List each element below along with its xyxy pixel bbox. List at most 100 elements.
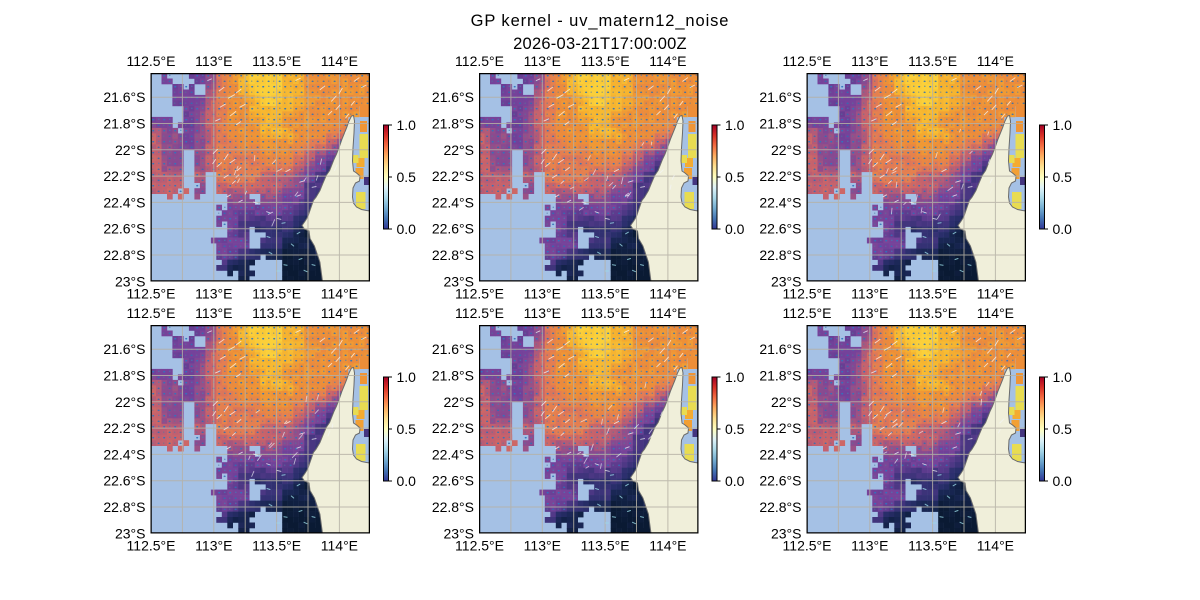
svg-text:112.5°E: 112.5°E [127, 53, 176, 69]
svg-text:21.6°S: 21.6°S [432, 341, 474, 357]
svg-text:22.6°S: 22.6°S [432, 221, 474, 237]
svg-text:114°E: 114°E [321, 538, 358, 554]
svg-text:22.8°S: 22.8°S [759, 499, 801, 515]
svg-text:113°E: 113°E [851, 305, 888, 321]
svg-text:22.2°S: 22.2°S [103, 168, 145, 184]
svg-text:22°S: 22°S [443, 394, 474, 410]
svg-text:113°E: 113°E [524, 53, 561, 69]
svg-text:22°S: 22°S [771, 394, 802, 410]
svg-text:113.5°E: 113.5°E [581, 53, 630, 69]
svg-text:22.8°S: 22.8°S [432, 247, 474, 263]
svg-text:22°S: 22°S [115, 394, 146, 410]
svg-text:113.5°E: 113.5°E [581, 286, 630, 302]
svg-text:22.8°S: 22.8°S [759, 247, 801, 263]
svg-text:22°S: 22°S [443, 142, 474, 158]
svg-text:113°E: 113°E [524, 286, 561, 302]
svg-text:113.5°E: 113.5°E [908, 305, 957, 321]
svg-text:112.5°E: 112.5°E [783, 286, 832, 302]
svg-text:1.0: 1.0 [725, 369, 745, 385]
svg-text:21.8°S: 21.8°S [432, 116, 474, 132]
svg-text:113.5°E: 113.5°E [581, 538, 630, 554]
svg-text:23°S: 23°S [443, 273, 474, 289]
svg-text:23°S: 23°S [771, 273, 802, 289]
svg-text:1.0: 1.0 [1053, 117, 1073, 133]
svg-text:21.8°S: 21.8°S [103, 116, 145, 132]
svg-text:22°S: 22°S [771, 142, 802, 158]
svg-text:113°E: 113°E [195, 286, 232, 302]
svg-text:0.0: 0.0 [1053, 473, 1073, 489]
svg-text:21.8°S: 21.8°S [103, 368, 145, 384]
svg-text:22.6°S: 22.6°S [759, 221, 801, 237]
svg-text:114°E: 114°E [649, 286, 686, 302]
svg-text:22.8°S: 22.8°S [103, 499, 145, 515]
svg-text:0.0: 0.0 [1053, 221, 1073, 237]
svg-text:113.5°E: 113.5°E [252, 538, 301, 554]
svg-text:GP kernel - uv_matern12_noise: GP kernel - uv_matern12_noise [471, 12, 730, 30]
svg-text:113.5°E: 113.5°E [581, 305, 630, 321]
svg-text:114°E: 114°E [649, 53, 686, 69]
svg-text:114°E: 114°E [321, 305, 358, 321]
svg-text:22.4°S: 22.4°S [432, 194, 474, 210]
svg-text:22.2°S: 22.2°S [759, 420, 801, 436]
svg-text:21.8°S: 21.8°S [759, 368, 801, 384]
svg-text:0.5: 0.5 [725, 169, 745, 185]
svg-text:113°E: 113°E [851, 538, 888, 554]
svg-text:0.0: 0.0 [725, 221, 745, 237]
svg-text:114°E: 114°E [977, 53, 1014, 69]
svg-text:113°E: 113°E [851, 286, 888, 302]
svg-text:114°E: 114°E [321, 53, 358, 69]
svg-text:22.6°S: 22.6°S [103, 221, 145, 237]
svg-text:21.8°S: 21.8°S [759, 116, 801, 132]
svg-text:112.5°E: 112.5°E [783, 53, 832, 69]
svg-text:22.2°S: 22.2°S [432, 168, 474, 184]
svg-text:22.4°S: 22.4°S [103, 446, 145, 462]
svg-text:0.5: 0.5 [397, 169, 417, 185]
svg-text:2026-03-21T17:00:00Z: 2026-03-21T17:00:00Z [513, 35, 687, 53]
svg-text:22.8°S: 22.8°S [432, 499, 474, 515]
svg-text:0.5: 0.5 [1053, 421, 1073, 437]
svg-text:21.8°S: 21.8°S [432, 368, 474, 384]
svg-text:112.5°E: 112.5°E [455, 53, 504, 69]
svg-text:112.5°E: 112.5°E [783, 305, 832, 321]
svg-text:22.8°S: 22.8°S [103, 247, 145, 263]
svg-text:1.0: 1.0 [1053, 369, 1073, 385]
svg-text:114°E: 114°E [977, 538, 1014, 554]
svg-text:113.5°E: 113.5°E [252, 305, 301, 321]
svg-text:114°E: 114°E [649, 538, 686, 554]
svg-text:113°E: 113°E [195, 53, 232, 69]
svg-text:0.0: 0.0 [725, 473, 745, 489]
svg-text:112.5°E: 112.5°E [127, 305, 176, 321]
svg-text:0.5: 0.5 [397, 421, 417, 437]
svg-text:22.4°S: 22.4°S [759, 446, 801, 462]
svg-text:22.6°S: 22.6°S [432, 473, 474, 489]
svg-text:22.4°S: 22.4°S [432, 446, 474, 462]
svg-text:0.0: 0.0 [397, 473, 417, 489]
svg-text:112.5°E: 112.5°E [783, 538, 832, 554]
svg-text:21.6°S: 21.6°S [103, 341, 145, 357]
svg-text:114°E: 114°E [649, 305, 686, 321]
svg-text:114°E: 114°E [977, 286, 1014, 302]
svg-text:1.0: 1.0 [397, 369, 417, 385]
svg-text:113.5°E: 113.5°E [252, 286, 301, 302]
svg-text:22.2°S: 22.2°S [103, 420, 145, 436]
svg-text:23°S: 23°S [771, 525, 802, 541]
svg-text:0.5: 0.5 [725, 421, 745, 437]
svg-text:0.5: 0.5 [1053, 169, 1073, 185]
svg-text:112.5°E: 112.5°E [127, 538, 176, 554]
svg-text:113°E: 113°E [524, 305, 561, 321]
svg-text:22.2°S: 22.2°S [759, 168, 801, 184]
svg-text:0.0: 0.0 [397, 221, 417, 237]
svg-text:112.5°E: 112.5°E [455, 286, 504, 302]
svg-text:114°E: 114°E [321, 286, 358, 302]
svg-text:113.5°E: 113.5°E [908, 53, 957, 69]
svg-text:22.2°S: 22.2°S [432, 420, 474, 436]
svg-text:22.6°S: 22.6°S [759, 473, 801, 489]
svg-text:113.5°E: 113.5°E [908, 286, 957, 302]
svg-text:113°E: 113°E [195, 305, 232, 321]
svg-text:23°S: 23°S [443, 525, 474, 541]
svg-text:21.6°S: 21.6°S [432, 89, 474, 105]
svg-text:1.0: 1.0 [725, 117, 745, 133]
svg-text:113°E: 113°E [524, 538, 561, 554]
svg-text:21.6°S: 21.6°S [759, 341, 801, 357]
svg-text:22.6°S: 22.6°S [103, 473, 145, 489]
